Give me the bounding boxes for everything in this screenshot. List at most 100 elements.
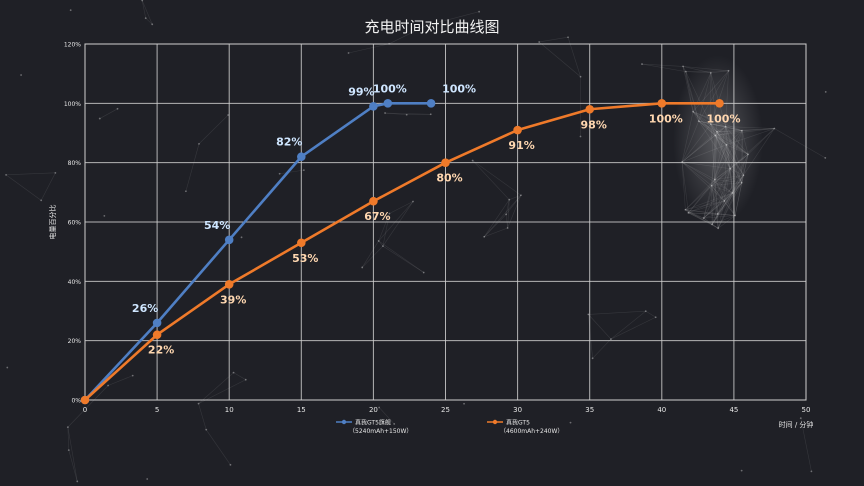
network-link (388, 25, 427, 45)
network-node (773, 127, 776, 130)
x-tick-label: 40 (657, 406, 666, 414)
network-link (800, 418, 812, 472)
network-link (279, 169, 304, 175)
network-link (567, 37, 581, 77)
network-link (472, 160, 510, 200)
network-node (107, 384, 109, 387)
network-node (478, 10, 481, 13)
network-link (378, 240, 424, 273)
network-link (507, 195, 522, 229)
network-node (463, 402, 465, 405)
data-point (383, 99, 393, 108)
network-node (684, 208, 687, 211)
network-node (229, 463, 232, 466)
network-node (569, 421, 572, 424)
chart-series: 26%54%82%99%100% 100%22%39%53%67%80%91%98… (80, 82, 740, 405)
network-link (610, 317, 656, 340)
network-node (67, 449, 70, 452)
network-node (69, 9, 72, 12)
network-node (644, 310, 647, 313)
network-node (429, 113, 432, 116)
network-node (682, 65, 684, 68)
network-link (685, 209, 689, 214)
network-link (362, 245, 384, 268)
data-point (715, 99, 724, 108)
network-node (278, 172, 281, 175)
network-link (505, 195, 522, 215)
chart-title: 充电时间对比曲线图 (364, 18, 500, 36)
network-link (385, 112, 431, 115)
network-node (382, 245, 384, 248)
network-link (472, 160, 522, 196)
network-link (588, 314, 612, 340)
network-node (40, 199, 43, 202)
network-link (378, 240, 384, 247)
y-tick-label: 20% (68, 338, 82, 345)
network-node (146, 478, 149, 480)
data-label: 54% (204, 219, 230, 232)
network-node (591, 357, 594, 360)
data-point (297, 152, 306, 162)
series-line (84, 102, 720, 401)
network-link (610, 310, 646, 340)
network-link (68, 450, 78, 482)
network-link (645, 310, 656, 318)
network-link (67, 427, 78, 482)
legend-label: 真我GT5 (506, 419, 530, 427)
network-link (505, 214, 508, 229)
data-label: 67% (364, 210, 390, 223)
network-node (205, 428, 208, 431)
network-link (507, 199, 510, 228)
network-node (506, 227, 509, 229)
y-tick-label: 80% (68, 160, 82, 167)
network-node (227, 114, 230, 116)
network-link (688, 212, 719, 229)
network-link (233, 372, 246, 380)
network-node (66, 426, 69, 429)
network-node (244, 378, 247, 381)
network-node (302, 169, 305, 172)
data-label: 98% (581, 118, 607, 131)
network-link (5, 174, 42, 201)
network-link (592, 338, 612, 359)
network-link (385, 112, 407, 116)
network-link (40, 172, 56, 201)
data-label: 100% (649, 112, 683, 125)
network-node (378, 406, 381, 409)
data-point (224, 280, 234, 289)
network-link (483, 195, 522, 238)
data-point (426, 99, 436, 108)
data-point (224, 235, 234, 245)
network-node (6, 366, 9, 369)
network-node (405, 113, 408, 116)
data-point (297, 238, 306, 248)
y-axis-label: 电量百分比 (48, 205, 57, 240)
background-network-decoration (5, 0, 827, 483)
network-node (654, 316, 657, 319)
legend-sublabel: （4600mAh+240W） (500, 428, 563, 435)
data-label: 99% (348, 85, 374, 98)
network-node (116, 107, 119, 110)
network-node (198, 142, 200, 145)
network-node (810, 470, 813, 473)
data-point (152, 330, 162, 340)
network-link (382, 245, 424, 273)
data-label: 82% (276, 136, 302, 149)
network-node (824, 157, 827, 159)
network-node (471, 159, 474, 162)
data-label: 39% (220, 293, 246, 306)
network-link (641, 63, 684, 67)
network-node (824, 91, 827, 93)
network-link (361, 240, 379, 268)
network-link (774, 128, 826, 159)
network-node (98, 117, 101, 120)
y-tick-label: 120% (64, 42, 81, 49)
network-node (587, 313, 590, 316)
data-point (80, 395, 90, 405)
network-node (508, 198, 511, 201)
x-tick-label: 20 (369, 406, 378, 414)
network-node (641, 63, 643, 65)
network-link (483, 199, 510, 237)
network-node (717, 227, 720, 230)
